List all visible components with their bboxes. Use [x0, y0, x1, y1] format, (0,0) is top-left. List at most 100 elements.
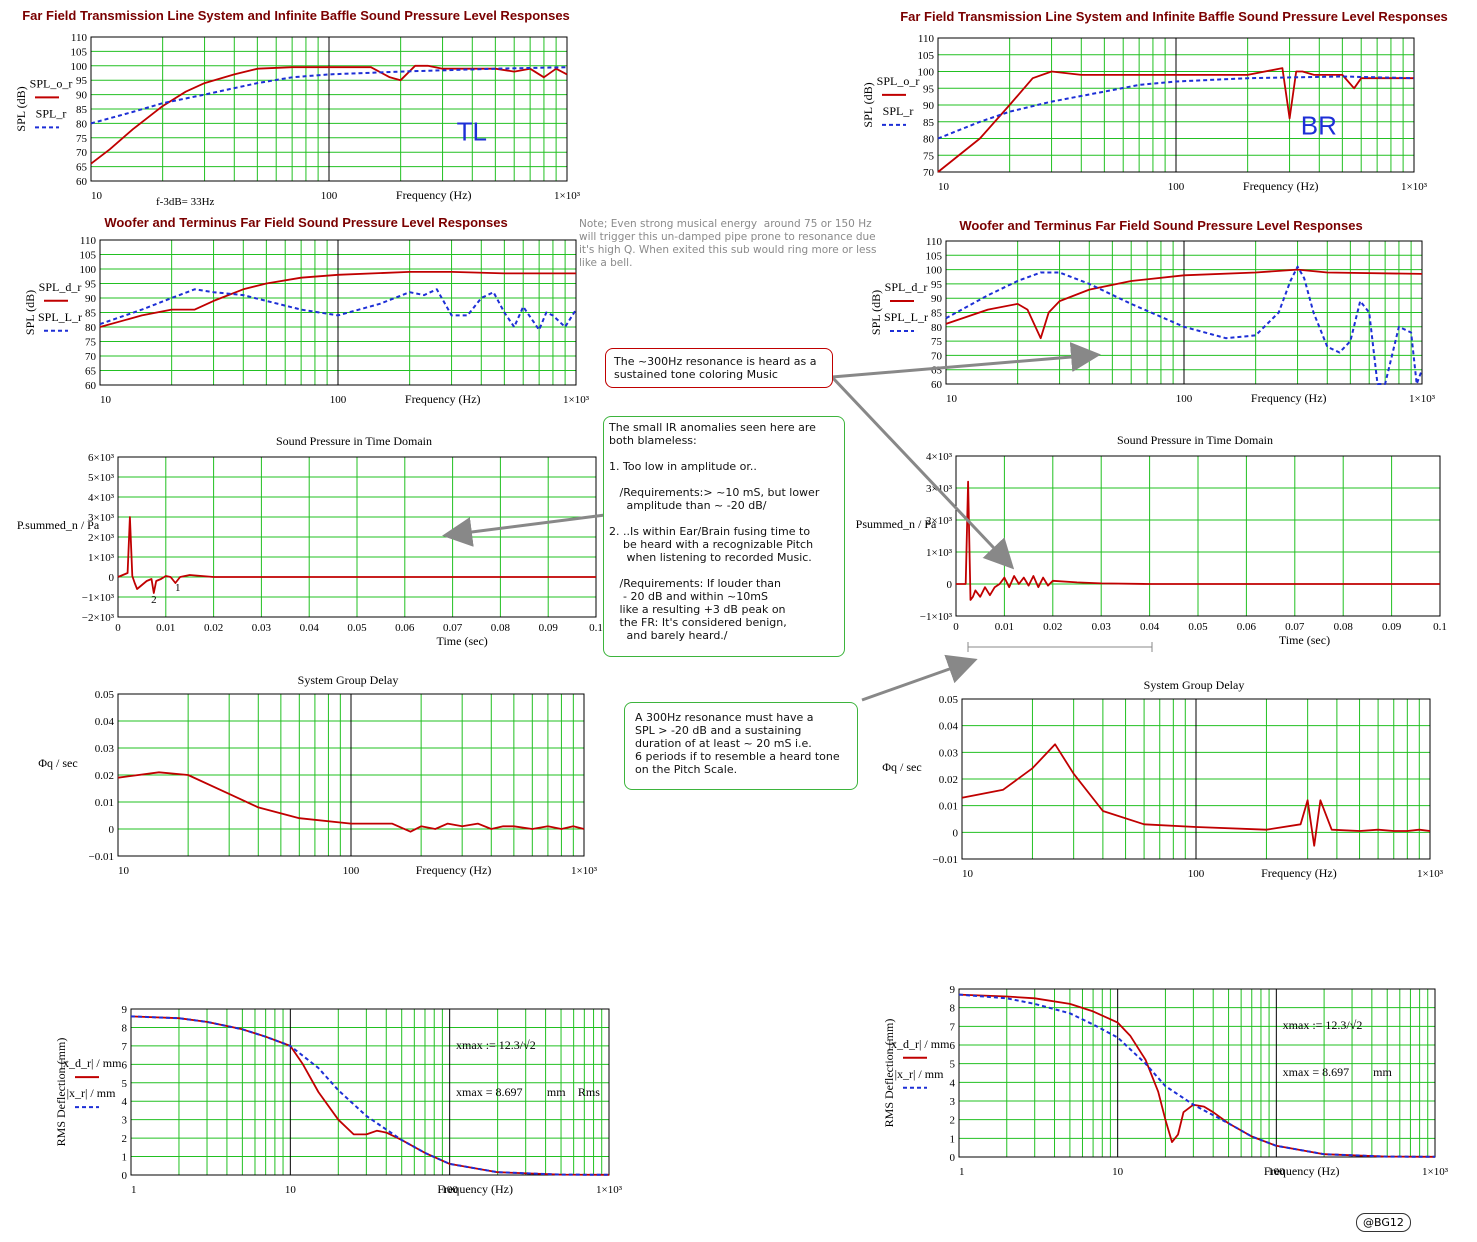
y-tick-label: 100 — [918, 67, 935, 79]
xmax-result: xmax = 8.697 — [1283, 1065, 1349, 1079]
x-tick-label: 0.01 — [156, 622, 175, 634]
chart-tag: BR — [1301, 110, 1337, 140]
series-line-0 — [961, 743, 1431, 847]
y-tick-label: 0 — [953, 827, 959, 839]
x-tick-label: 0.09 — [1382, 621, 1402, 633]
xmax-unit: mm — [1373, 1065, 1392, 1079]
plot-frame — [99, 239, 577, 386]
y-axis-label: Psummed_n / Pa — [856, 517, 937, 531]
legend-label: SPL_r — [36, 106, 67, 120]
y-tick-label: 105 — [80, 250, 97, 262]
y-tick-label: 75 — [85, 337, 97, 349]
plot-area — [959, 989, 1435, 1157]
y-tick-label: 75 — [923, 150, 935, 162]
xmax-result: xmax = 8.697 — [456, 1085, 522, 1099]
plot-area — [131, 1009, 609, 1175]
chart-tl-wt: Woofer and Terminus Far Field Sound Pres… — [23, 215, 590, 406]
y-tick-label: 9 — [950, 984, 956, 996]
x-tick-label: 0.05 — [1188, 621, 1208, 633]
x-tick-label: 10 — [285, 1184, 297, 1196]
y-tick-label: 95 — [85, 279, 97, 291]
chart-tl-spl: Far Field Transmission Line System and I… — [14, 8, 581, 208]
series-line-0 — [90, 64, 568, 165]
y-tick-label: 1×10³ — [926, 547, 953, 559]
y-tick-label: 60 — [931, 379, 943, 391]
x-tick-label: 1×10³ — [1409, 393, 1436, 405]
y-tick-label: −0.01 — [933, 854, 958, 866]
series-line-1 — [130, 1015, 610, 1176]
x-tick-label: 0.04 — [1140, 621, 1160, 633]
series-line-0 — [956, 480, 1440, 601]
series-line-1 — [945, 265, 1423, 385]
x-axis-label: Frequency (Hz) — [1251, 391, 1327, 405]
x-axis-label: Time (sec) — [1279, 633, 1330, 647]
y-tick-label: 85 — [85, 308, 97, 320]
x-axis-label: Time (sec) — [437, 634, 488, 648]
xmax-formula: xmax := 12.3/√2 — [1283, 1018, 1363, 1032]
callout-arrow — [861, 654, 978, 702]
y-tick-label: 4×10³ — [88, 492, 115, 504]
x-tick-label: 0.03 — [252, 622, 272, 634]
x-tick-label: 100 — [321, 190, 338, 202]
note-green-ir: The small IR anomalies seen here are bot… — [603, 416, 845, 657]
y-tick-label: 70 — [923, 167, 935, 179]
x-tick-label: 100 — [343, 865, 360, 877]
x-tick-label: 1 — [959, 1166, 965, 1178]
x-tick-label: 10 — [100, 394, 112, 406]
credit-badge: @BG12 — [1356, 1213, 1411, 1232]
x-tick-label: 0.09 — [539, 622, 559, 634]
y-tick-label: 0.03 — [95, 743, 115, 755]
x-axis-label: Frequency (Hz) — [405, 392, 481, 406]
series-line-0 — [117, 516, 596, 594]
legend-label: SPL_o_r — [877, 74, 920, 88]
y-tick-label: 4×10³ — [926, 451, 953, 463]
y-tick-label: 100 — [926, 265, 943, 277]
cutoff-annotation: f-3dB= 33Hz — [156, 196, 215, 208]
x-tick-label: 0.06 — [395, 622, 415, 634]
x-tick-label: 0.07 — [443, 622, 463, 634]
plot-frame — [90, 36, 568, 182]
series-line-0 — [937, 67, 1414, 173]
x-tick-label: 0 — [953, 621, 959, 633]
xmax-formula: xmax := 12.3/√2 — [456, 1038, 536, 1052]
y-tick-label: 1×10³ — [88, 552, 115, 564]
series-line-0 — [117, 771, 585, 833]
y-tick-label: −1×10³ — [82, 592, 115, 604]
x-tick-label: 100 — [330, 394, 347, 406]
y-tick-label: 0.02 — [95, 770, 114, 782]
y-tick-label: 80 — [931, 322, 943, 334]
y-tick-label: 0.01 — [95, 797, 114, 809]
x-axis-label: Frequency (Hz) — [396, 188, 472, 202]
y-tick-label: 0 — [109, 572, 115, 584]
y-tick-label: 85 — [931, 308, 943, 320]
x-tick-label: 1×10³ — [1417, 868, 1444, 880]
y-tick-label: 0.03 — [939, 747, 959, 759]
series-line-1 — [90, 66, 568, 125]
y-tick-label: 110 — [71, 32, 88, 44]
x-tick-label: 0.07 — [1285, 621, 1305, 633]
y-tick-label: −0.01 — [89, 851, 114, 863]
plot-frame — [958, 988, 1436, 1158]
x-tick-label: 0.1 — [589, 622, 603, 634]
y-axis-label: SPL (dB) — [869, 290, 883, 335]
x-tick-label: 0.02 — [204, 622, 223, 634]
y-tick-label: 6 — [950, 1040, 956, 1052]
y-tick-label: 2 — [950, 1115, 956, 1127]
series-line-1 — [99, 288, 577, 331]
y-tick-label: 90 — [76, 90, 88, 102]
y-tick-label: 4 — [950, 1077, 956, 1089]
chart-title: System Group Delay — [298, 673, 399, 687]
note-gray: Note; Even strong musical energy around … — [579, 218, 919, 270]
plot-frame — [117, 456, 597, 618]
xmax-unit-rms: Rms — [578, 1085, 600, 1099]
x-axis-label: Frequency (Hz) — [1264, 1164, 1340, 1178]
callout-arrow — [830, 375, 1015, 570]
x-tick-label: 0.03 — [1092, 621, 1112, 633]
note-red: The ~300Hz resonance is heard as a susta… — [605, 348, 833, 388]
chart-tl-ir: Sound Pressure in Time Domain −2×10³ −1×10… — [17, 434, 603, 648]
x-tick-label: 10 — [1112, 1166, 1124, 1178]
y-tick-label: 105 — [926, 250, 943, 262]
x-tick-label: 1×10³ — [1401, 181, 1428, 193]
y-axis-label: Φq / sec — [38, 756, 77, 770]
y-tick-label: 0.01 — [939, 801, 958, 813]
